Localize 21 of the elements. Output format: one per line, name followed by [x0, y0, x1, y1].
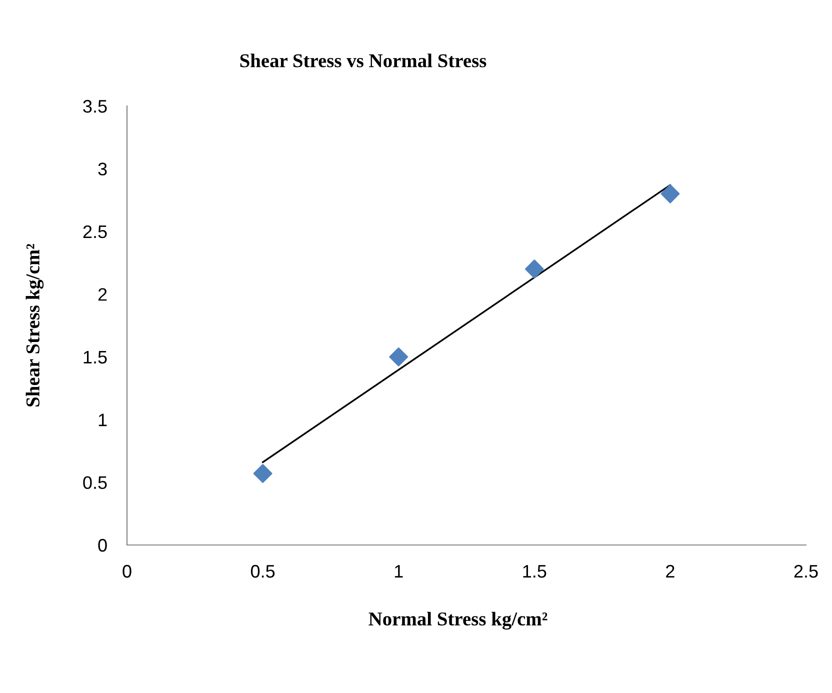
- x-tick-label: 2.5: [794, 564, 818, 578]
- point: [253, 464, 272, 483]
- x-tick-label: 0.5: [250, 564, 275, 578]
- y-axis-title: Shear Stress kg/cm²: [26, 244, 44, 406]
- y-tick-label: 0: [98, 538, 107, 552]
- y-tick-label: 3: [98, 162, 107, 176]
- y-tick-label: 1.5: [84, 350, 107, 364]
- x-axis-title: Normal Stress kg/cm²: [368, 612, 548, 630]
- point: [660, 184, 680, 204]
- point: [389, 347, 408, 366]
- y-tick-label: 2: [98, 288, 107, 301]
- x-tick-label: 2: [666, 564, 674, 578]
- y-tick-label: 2.5: [83, 225, 107, 238]
- x-tick-label: 0: [122, 564, 132, 578]
- y-tick-label: 0.5: [83, 476, 107, 490]
- y-tick-label: 3.5: [83, 100, 107, 113]
- chart-title: Shear Stress vs Normal Stress: [240, 54, 486, 68]
- x-tick-label: 1.5: [523, 565, 546, 578]
- point: [524, 260, 544, 279]
- x-tick-label: 1: [394, 565, 403, 578]
- y-tick-label: 1: [98, 414, 107, 426]
